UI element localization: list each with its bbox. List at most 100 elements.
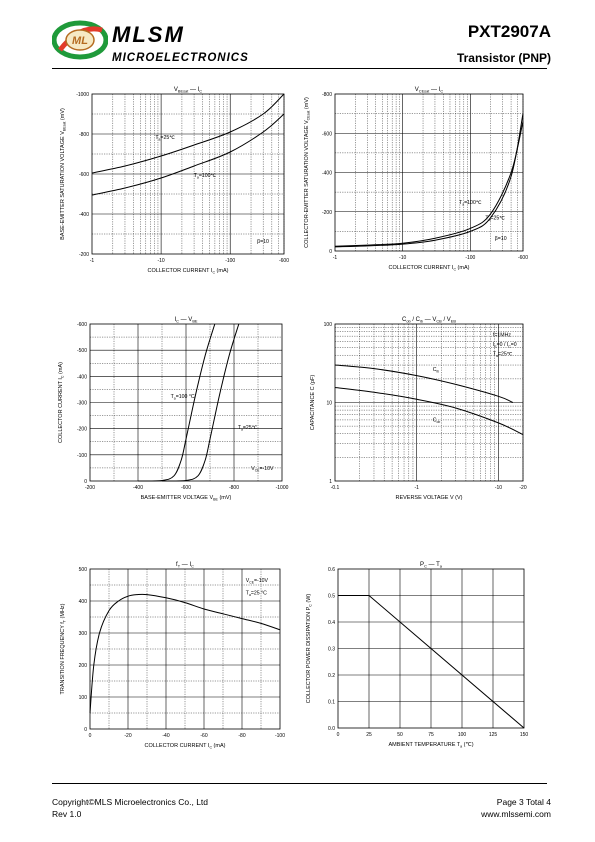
website: www.mlssemi.com	[481, 809, 551, 819]
x-tick-label: -200	[85, 485, 95, 491]
chart-pc-ta: 0 25 50 75 100 125 150 0.0 0.1 0.2 0.3 0.4 0.5 0.6 PC …	[300, 555, 550, 755]
chart-title: VCEsat — IC	[415, 87, 444, 94]
chart-vbe-ic: -1 -10 -100 -600 -1000 -800 -600 -400 -200 VBEsat…	[50, 80, 295, 280]
annotation: VCE=-10V	[251, 466, 274, 473]
chart-title: VBEsat — IC	[174, 87, 202, 94]
chart-ic-vbe: -200 -400 -600 -800 -1000 -600 -500 -400 -300 -20…	[50, 310, 295, 510]
x-tick-label: 125	[489, 732, 498, 738]
chart-title: Cob / Cib — VCB / VEB	[402, 317, 456, 324]
series-line	[334, 364, 514, 403]
x-tick-label: -20	[519, 485, 526, 491]
y-tick-label: 0.0	[328, 726, 335, 732]
x-tick-label: 50	[397, 732, 403, 738]
brand-subtitle: MICROELECTRONICS	[112, 52, 249, 64]
y-tick-label: 500	[79, 567, 88, 573]
x-tick-label: -400	[133, 485, 143, 491]
chart-ft-ic: 0 -20 -40 -60 -80 -100 0 100 200 300 400 500 fT — IC…	[50, 555, 295, 755]
y-tick-label: 0	[84, 479, 87, 485]
y-axis-label: TRANSITION FREQUENCY fT (MHz)	[60, 603, 67, 694]
y-tick-label: 200	[79, 663, 88, 669]
x-axis-label: COLLECTOR CURRENT IC (mA)	[148, 268, 229, 275]
y-tick-label: -600	[77, 322, 87, 328]
x-tick-label: 100	[458, 732, 467, 738]
annotation: Ta=25℃	[155, 135, 175, 142]
chart-cob-vcb: -0.1 -1 -10 -20 100 10 1 Cob / Cib — VCB / VEB R…	[300, 310, 550, 510]
series-line	[334, 113, 524, 248]
x-tick-label: -40	[162, 733, 169, 739]
annotation: IE=0 / IC=0	[493, 342, 517, 349]
x-tick-label: -100	[465, 255, 475, 261]
series-line	[161, 323, 240, 482]
x-tick-label: -100	[275, 733, 285, 739]
series-line	[334, 121, 524, 247]
chart-title: PC — Ta	[420, 562, 443, 569]
y-tick-label: -500	[77, 348, 87, 354]
x-tick-label: -600	[181, 485, 191, 491]
x-axis-label: BASE-EMITTER VOLTAGE VBE (mV)	[141, 495, 232, 502]
y-tick-label: 0	[84, 727, 87, 733]
x-tick-label: 25	[366, 732, 372, 738]
x-tick-label: -1	[414, 485, 419, 491]
y-axis-label: COLLECTOR-EMITTER SATURATION VOLTAGE VCE…	[304, 97, 311, 248]
series-line	[334, 387, 524, 436]
y-tick-label: 0.3	[328, 647, 335, 653]
brand-name: MLSM	[112, 22, 185, 47]
annotation: f=1MHz	[493, 333, 511, 339]
x-tick-label: -1000	[276, 485, 289, 491]
x-axis-label: COLLECTOR CURRENT IC (mA)	[389, 265, 470, 272]
x-tick-label: -60	[200, 733, 207, 739]
y-tick-label: 1	[329, 479, 332, 485]
y-tick-label: 0.2	[328, 673, 335, 679]
x-tick-label: 0	[89, 733, 92, 739]
x-tick-label: 75	[428, 732, 434, 738]
y-tick-label: -800	[79, 132, 89, 138]
x-tick-label: -0.1	[331, 485, 340, 491]
header-divider	[52, 68, 547, 69]
y-tick-label: 100	[324, 322, 333, 328]
annotation: VCE=-10V	[246, 578, 269, 585]
revision: Rev 1.0	[52, 809, 82, 819]
x-tick-label: -10	[495, 485, 502, 491]
series-line	[338, 595, 525, 729]
series-line	[91, 93, 285, 174]
x-tick-label: -600	[279, 258, 289, 264]
x-axis-label: AMBIENT TEMPERATURE Ta (℃)	[388, 742, 473, 749]
y-tick-label: -200	[322, 210, 332, 216]
footer-divider	[52, 783, 547, 784]
y-axis-label: BASE-EMITTER SATURATION VOLTAGE VBEsat (…	[60, 108, 67, 240]
y-tick-label: 0.5	[328, 594, 335, 600]
annotation: Ta=100℃	[194, 173, 217, 180]
y-tick-label: 0.6	[328, 567, 335, 573]
annotation: Ta=100℃	[459, 200, 482, 207]
x-tick-label: -20	[124, 733, 131, 739]
y-tick-label: 10	[326, 401, 332, 407]
y-tick-label: -1000	[76, 92, 89, 98]
y-tick-label: -800	[322, 92, 332, 98]
y-tick-label: 100	[79, 695, 88, 701]
annotation: Ta=100 °C	[171, 394, 195, 401]
series-line	[91, 113, 285, 196]
annotation: Ta=25℃	[485, 216, 505, 223]
series-line	[89, 593, 281, 714]
annotation: Cib	[433, 367, 439, 374]
annotation: Ta=25℃	[238, 425, 258, 432]
x-axis-label: COLLECTOR CURRENT IC (mA)	[145, 743, 226, 750]
x-tick-label: -10	[157, 258, 164, 264]
annotation: Ta=25 °C	[246, 591, 267, 598]
y-tick-label: 0.4	[328, 620, 335, 626]
y-axis-label: COLLECTOR POWER DISSIPATION PC (W)	[306, 594, 313, 704]
series-line	[137, 323, 216, 482]
y-tick-label: -200	[79, 252, 89, 258]
y-tick-label: 0	[329, 249, 332, 255]
x-tick-label: -80	[238, 733, 245, 739]
x-tick-label: -10	[399, 255, 406, 261]
y-axis-label: CAPACITANCE C (pF)	[310, 375, 316, 431]
y-tick-label: -400	[79, 212, 89, 218]
chart-title: fT — IC	[176, 562, 194, 569]
y-tick-label: -600	[322, 131, 332, 137]
y-tick-label: -300	[77, 401, 87, 407]
page-number: Page 3 Total 4	[496, 797, 551, 807]
x-tick-label: 0	[337, 732, 340, 738]
annotation: β=10	[257, 239, 269, 245]
svg-text:ML: ML	[72, 35, 88, 47]
